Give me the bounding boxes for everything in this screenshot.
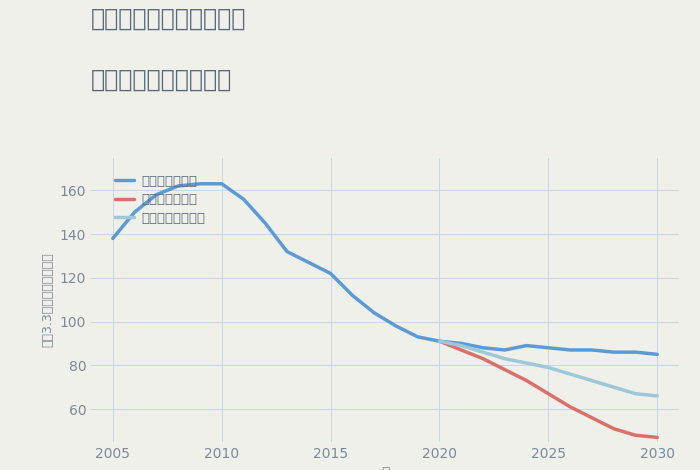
グッドシナリオ <box>239 196 248 202</box>
グッドシナリオ <box>610 349 618 355</box>
グッドシナリオ <box>370 310 378 316</box>
ノーマルシナリオ <box>610 384 618 390</box>
グッドシナリオ <box>174 183 182 189</box>
Legend: グッドシナリオ, バッドシナリオ, ノーマルシナリオ: グッドシナリオ, バッドシナリオ, ノーマルシナリオ <box>109 170 210 230</box>
ノーマルシナリオ <box>522 360 531 366</box>
ノーマルシナリオ <box>566 371 574 377</box>
グッドシナリオ <box>457 341 466 346</box>
グッドシナリオ <box>500 347 509 353</box>
ノーマルシナリオ <box>588 378 596 384</box>
バッドシナリオ <box>457 347 466 353</box>
グッドシナリオ <box>479 345 487 351</box>
バッドシナリオ <box>435 338 444 344</box>
ノーマルシナリオ <box>653 393 662 399</box>
グッドシナリオ <box>108 235 117 241</box>
バッドシナリオ <box>588 415 596 421</box>
ノーマルシナリオ <box>479 349 487 355</box>
グッドシナリオ <box>304 260 313 266</box>
X-axis label: 年: 年 <box>381 466 389 470</box>
グッドシナリオ <box>653 352 662 357</box>
グッドシナリオ <box>326 271 335 276</box>
Y-axis label: 坪（3.3㎡）単価（万円）: 坪（3.3㎡）単価（万円） <box>41 252 54 347</box>
グッドシナリオ <box>631 349 640 355</box>
Line: グッドシナリオ: グッドシナリオ <box>113 184 657 354</box>
バッドシナリオ <box>479 356 487 361</box>
グッドシナリオ <box>283 249 291 254</box>
グッドシナリオ <box>348 292 356 298</box>
バッドシナリオ <box>544 391 552 397</box>
Line: ノーマルシナリオ: ノーマルシナリオ <box>440 341 657 396</box>
バッドシナリオ <box>522 378 531 384</box>
バッドシナリオ <box>610 426 618 431</box>
Text: 兵庫県赤穂市六百目町の: 兵庫県赤穂市六百目町の <box>91 7 246 31</box>
グッドシナリオ <box>544 345 552 351</box>
ノーマルシナリオ <box>500 356 509 361</box>
グッドシナリオ <box>261 220 270 226</box>
Text: 中古戸建ての価格推移: 中古戸建ての価格推移 <box>91 68 232 92</box>
バッドシナリオ <box>500 367 509 372</box>
グッドシナリオ <box>130 210 139 215</box>
グッドシナリオ <box>435 338 444 344</box>
グッドシナリオ <box>522 343 531 348</box>
グッドシナリオ <box>152 192 160 197</box>
グッドシナリオ <box>218 181 226 187</box>
グッドシナリオ <box>196 181 204 187</box>
バッドシナリオ <box>566 404 574 410</box>
Line: バッドシナリオ: バッドシナリオ <box>440 341 657 438</box>
グッドシナリオ <box>588 347 596 353</box>
バッドシナリオ <box>631 432 640 438</box>
グッドシナリオ <box>414 334 422 340</box>
ノーマルシナリオ <box>457 343 466 348</box>
ノーマルシナリオ <box>435 338 444 344</box>
バッドシナリオ <box>653 435 662 440</box>
グッドシナリオ <box>566 347 574 353</box>
グッドシナリオ <box>392 323 400 329</box>
ノーマルシナリオ <box>544 365 552 370</box>
ノーマルシナリオ <box>631 391 640 397</box>
